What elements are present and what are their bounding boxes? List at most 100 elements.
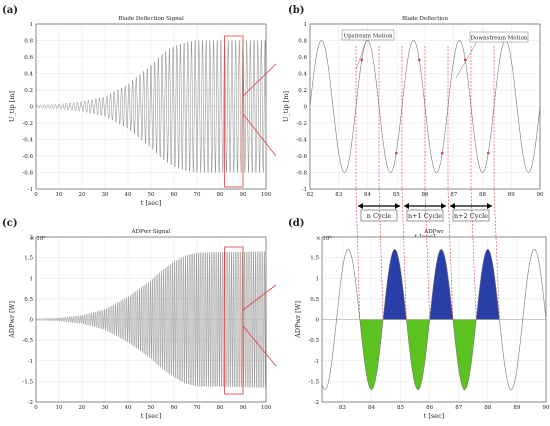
y-tick-label: -1	[302, 187, 307, 193]
y-tick-label: -0.6	[296, 154, 307, 160]
x-tick-label: 88	[484, 405, 491, 411]
y-tick-label: -1.5	[308, 379, 319, 385]
y-tick-label: 0	[304, 105, 308, 111]
dashed-guide	[401, 188, 407, 320]
x-tick-label: 90	[240, 192, 247, 198]
y-tick-label: 0.6	[24, 55, 33, 61]
y-axis-label-d: ADPwr [W]	[294, 301, 302, 339]
cycle-label: n+1 Cycle	[408, 212, 442, 220]
annotation-box	[341, 29, 395, 41]
cycle-label-box	[452, 209, 490, 222]
y-tick-label: -2	[28, 400, 33, 406]
x-tick-label: 90	[543, 405, 550, 411]
x-tick-label: 80	[217, 192, 224, 198]
x-tick-label: 80	[217, 405, 224, 411]
y-tick-label: 0.5	[24, 297, 33, 303]
series-line-a	[35, 40, 267, 173]
chart-title-a: Blade Deflection Signal	[118, 16, 184, 22]
zoom-box-c	[224, 246, 244, 395]
cycle-label-box	[360, 209, 398, 222]
y-tick-label: 1	[316, 276, 320, 282]
dashed-guide	[378, 188, 384, 320]
x-tick-label: 70	[194, 192, 201, 198]
arrow-head	[487, 203, 492, 209]
x-tick-label: 83	[335, 192, 342, 198]
arrow-head	[404, 203, 409, 209]
exponent-d: × 10⁵	[316, 235, 332, 242]
y-tick-label: -0.4	[296, 138, 307, 144]
x-tick-label: 100	[261, 405, 272, 411]
y-tick-label: 1.5	[310, 256, 319, 262]
y-tick-label: 0.8	[298, 39, 307, 45]
x-tick-label: 0	[34, 192, 38, 198]
arrow-head	[395, 203, 400, 209]
dashed-guide	[493, 188, 500, 320]
y-tick-label: -0.4	[22, 138, 33, 144]
exponent-c: × 10⁵	[30, 235, 46, 242]
dashed-guide	[470, 188, 477, 320]
y-tick-label: -1	[28, 187, 33, 193]
cycle-label-box	[406, 209, 444, 222]
overlay	[242, 46, 500, 367]
trough-marker	[417, 58, 421, 62]
annotation-upstream: Upstream Motion	[343, 34, 393, 40]
x-tick-label: 70	[194, 405, 201, 411]
panel-tag-a: (a)	[2, 5, 18, 16]
x-tick-label: 30	[102, 405, 109, 411]
x-tick-label: 40	[125, 405, 132, 411]
x-tick-label: 10	[56, 192, 63, 198]
x-tick-label: 89	[513, 405, 520, 411]
x-tick-label: 83	[339, 405, 346, 411]
x-tick-label: 90	[240, 405, 247, 411]
y-tick-label: -0.5	[22, 338, 33, 344]
y-tick-label: 0.2	[24, 88, 33, 94]
x-tick-label: 84	[364, 192, 371, 198]
trough-marker	[360, 58, 364, 62]
x-tick-label: 87	[450, 192, 457, 198]
annotation-pointer	[455, 42, 477, 79]
y-tick-label: 0	[316, 318, 320, 324]
x-tick-label: 82	[307, 192, 314, 198]
y-tick-label: 0.4	[298, 72, 307, 78]
y-tick-label: -0.2	[296, 121, 307, 127]
annotation-box	[469, 31, 529, 43]
zoom-box-a	[224, 35, 244, 188]
zoom-connector	[242, 113, 277, 157]
negative-power-fill	[406, 319, 430, 390]
x-tick-label: 85	[397, 405, 404, 411]
positive-power-fill	[429, 249, 453, 320]
x-tick-label: 90	[537, 192, 544, 198]
series-line-d	[321, 249, 547, 390]
panel-d: 83 84 85 86 87 88 89 90 -2 -1.5 -1 -0.5 0 0.5 1 1.5 ADPw…	[294, 229, 550, 420]
positive-power-fill	[476, 249, 500, 320]
dashed-guide	[447, 188, 454, 320]
arrow-head	[441, 203, 446, 209]
negative-power-fill	[359, 319, 384, 390]
y-tick-label: -1	[28, 359, 33, 365]
x-tick-label: 30	[102, 192, 109, 198]
y-tick-label: -0.5	[308, 338, 319, 344]
x-tick-label: 20	[79, 192, 86, 198]
y-tick-label: -0.8	[22, 171, 33, 177]
y-tick-label: -2	[314, 400, 319, 406]
annotation-downstream: Downstream Motion	[471, 36, 528, 42]
y-axis-label-c: ADPwr [W]	[8, 301, 16, 339]
x-axis-label-a: t [sec]	[141, 199, 162, 207]
x-tick-label: 85	[393, 192, 400, 198]
y-tick-label: 0	[30, 318, 34, 324]
x-tick-label: 100	[261, 192, 272, 198]
x-tick-label: 0	[34, 405, 38, 411]
chart-title-d: ADPwr	[423, 229, 444, 235]
x-tick-label: 10	[56, 405, 63, 411]
peak-marker	[486, 151, 490, 155]
y-tick-label: -0.6	[22, 154, 33, 160]
x-tick-label: 86	[422, 192, 429, 198]
x-tick-label: 50	[148, 405, 155, 411]
panel-tag-c: (c)	[2, 218, 18, 229]
y-tick-label: 0.8	[24, 39, 33, 45]
x-axis-label-d: t [sec]	[424, 412, 445, 420]
x-tick-label: 87	[455, 405, 462, 411]
panel-tag-b: (b)	[288, 5, 304, 16]
series-line-c	[35, 251, 267, 388]
